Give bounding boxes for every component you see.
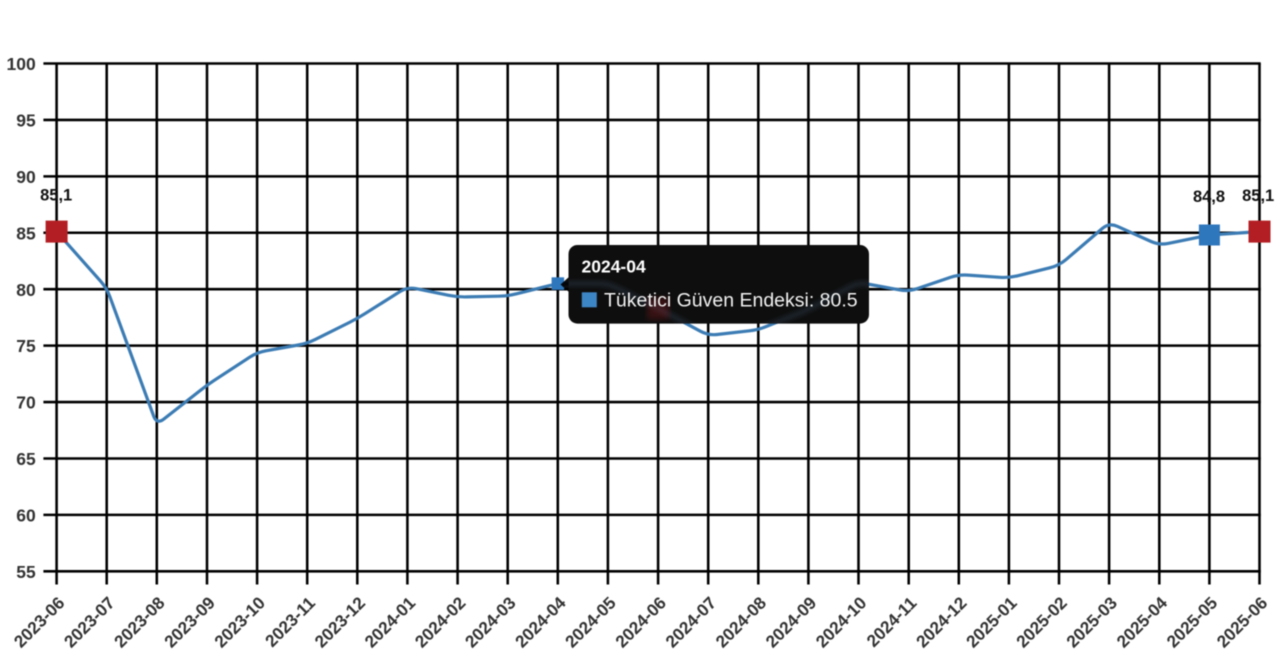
svg-text:65: 65	[16, 449, 36, 469]
svg-text:60: 60	[16, 506, 36, 526]
svg-text:84,8: 84,8	[1193, 188, 1225, 206]
svg-text:Tüketici Güven Endeksi: 80.5: Tüketici Güven Endeksi: 80.5	[604, 289, 858, 311]
svg-text:80: 80	[16, 280, 36, 300]
svg-text:95: 95	[16, 111, 36, 131]
svg-text:55: 55	[16, 562, 36, 582]
svg-text:85,1: 85,1	[40, 186, 72, 204]
svg-text:85: 85	[16, 223, 36, 243]
svg-text:75: 75	[16, 336, 36, 356]
svg-text:100: 100	[6, 54, 35, 74]
svg-text:2024-04: 2024-04	[582, 256, 646, 276]
svg-text:70: 70	[16, 393, 36, 413]
svg-text:85,1: 85,1	[1242, 187, 1274, 205]
svg-text:90: 90	[16, 167, 36, 187]
